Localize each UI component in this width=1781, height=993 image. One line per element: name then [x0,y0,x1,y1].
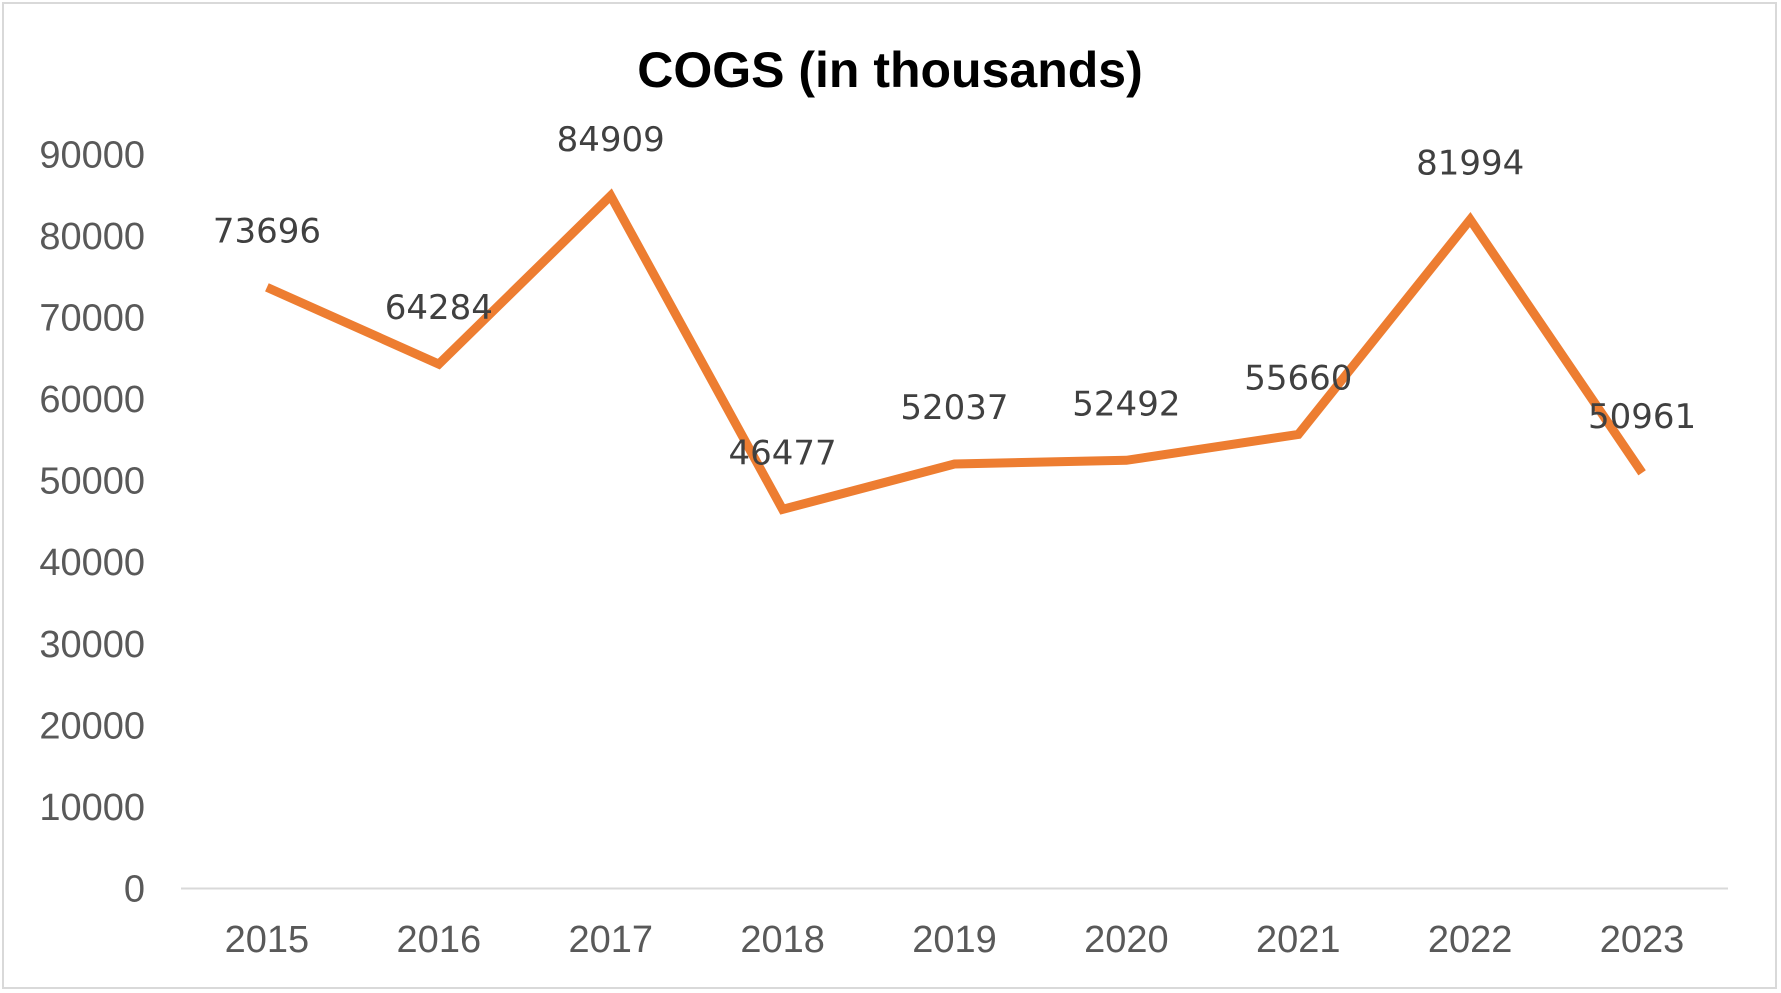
y-tick-label: 80000 [39,216,145,258]
data-label: 46477 [729,433,837,473]
x-tick-label: 2017 [568,919,653,961]
y-tick-label: 60000 [39,379,145,421]
x-tick-label: 2015 [225,919,310,961]
data-label: 52492 [1072,384,1180,424]
x-tick-label: 2016 [397,919,482,961]
y-tick-label: 50000 [39,461,145,503]
x-tick-label: 2023 [1600,919,1685,961]
y-tick-label: 20000 [39,705,145,747]
data-label: 50961 [1588,397,1696,437]
x-tick-label: 2019 [912,919,997,961]
data-label: 84909 [557,120,665,160]
x-tick-label: 2020 [1084,919,1169,961]
data-label: 81994 [1416,144,1524,184]
data-labels: 73696 64284 84909 46477 52037 52492 55660 81994… [213,120,1696,474]
x-tick-label: 2022 [1428,919,1513,961]
y-axis-tick-labels: 0 10000 20000 30000 40000 50000 60000 70000 8000… [39,134,145,910]
data-label: 52037 [900,388,1008,428]
y-tick-label: 0 [124,869,145,911]
chart-title: COGS (in thousands) [637,42,1143,98]
data-label: 73696 [213,211,321,251]
y-tick-label: 90000 [39,134,145,176]
x-axis-tick-labels: 2015 2016 2017 2018 2019 2020 2021 2022 2023 [225,919,1685,961]
data-label: 55660 [1244,358,1352,398]
y-tick-label: 40000 [39,542,145,584]
x-tick-label: 2018 [740,919,825,961]
x-tick-label: 2021 [1256,919,1341,961]
series-line-cogs [265,188,1646,515]
y-tick-label: 30000 [39,624,145,666]
data-label: 64284 [385,288,493,328]
y-tick-label: 70000 [39,297,145,339]
y-tick-label: 10000 [39,787,145,829]
